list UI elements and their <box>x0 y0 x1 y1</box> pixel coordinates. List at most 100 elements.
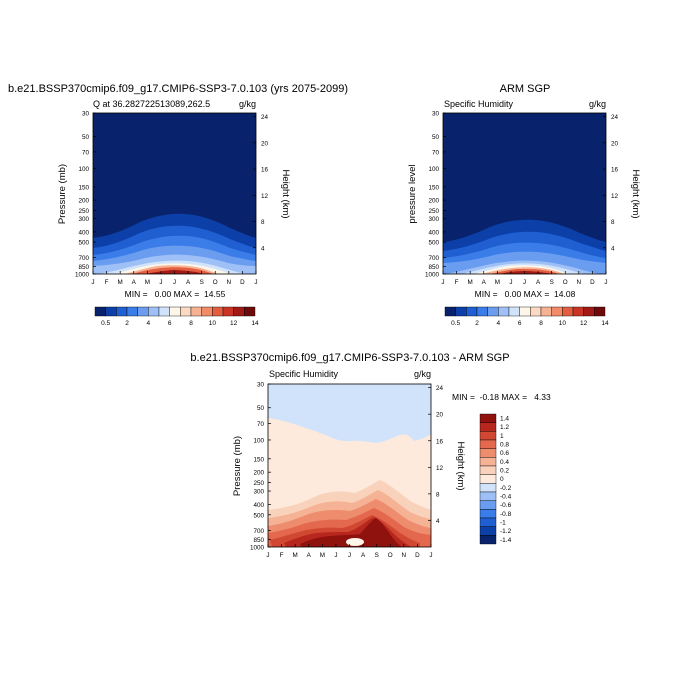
x-tick-label: J <box>604 279 607 286</box>
x-tick-label: N <box>402 552 407 559</box>
y-tick-label: 300 <box>428 216 439 223</box>
x-tick-label: J <box>173 279 176 286</box>
y-tick-label: 50 <box>257 405 265 412</box>
colorbar-label: -1 <box>500 520 506 527</box>
colorbar-label: 8 <box>189 320 193 327</box>
panel-model-moist-layers <box>93 213 256 274</box>
panel-diff-subtitle-left: Specific Humidity <box>269 369 339 379</box>
x-tick-label: O <box>563 279 568 286</box>
x-tick-label: A <box>132 279 137 286</box>
y-tick-label: 300 <box>253 489 264 496</box>
y2-tick-label: 4 <box>261 245 265 252</box>
panel-obs-ylabel-right: Height (km) <box>630 169 641 218</box>
panel-model-ylabel-right: Height (km) <box>280 169 291 218</box>
y-tick-label: 150 <box>78 184 89 191</box>
panel-diff-negative-upper <box>268 384 431 443</box>
colorbar-swatch <box>479 457 497 467</box>
y2-tick-label: 16 <box>436 438 444 445</box>
x-tick-label: S <box>550 279 554 286</box>
colorbar-label: 6 <box>168 320 172 327</box>
colorbar-swatch <box>169 306 181 317</box>
y2-tick-label: 8 <box>436 491 440 498</box>
y2-tick-label: 24 <box>611 114 619 121</box>
colorbar-swatch <box>479 526 497 536</box>
panel-diff-weak-spot <box>346 538 364 546</box>
panel-obs-subtitle-left: Specific Humidity <box>444 99 514 109</box>
x-tick-label: S <box>200 279 204 286</box>
y2-tick-label: 4 <box>611 245 615 252</box>
colorbar-label: 2 <box>125 320 129 327</box>
colorbar-swatch <box>180 306 192 317</box>
colorbar-swatch <box>222 306 234 317</box>
y-tick-label: 200 <box>253 470 264 477</box>
y-tick-label: 700 <box>78 255 89 262</box>
colorbar-label: 0.4 <box>500 459 509 466</box>
y2-tick-label: 8 <box>611 219 615 226</box>
x-tick-label: F <box>105 279 109 286</box>
colorbar-swatch <box>190 306 202 317</box>
x-tick-label: M <box>293 552 298 559</box>
x-tick-label: M <box>320 552 325 559</box>
colorbar-swatch <box>479 483 497 493</box>
y-tick-label: 200 <box>428 198 439 205</box>
y-tick-label: 1000 <box>425 272 440 279</box>
panel-obs-moist-layers <box>443 219 606 274</box>
panel-obs-level-10 <box>500 271 552 274</box>
x-tick-label: J <box>334 552 337 559</box>
y-tick-label: 1000 <box>75 272 90 279</box>
y-tick-label: 1000 <box>250 545 265 552</box>
y-tick-label: 500 <box>428 240 439 247</box>
colorbar-label: 4 <box>147 320 151 327</box>
colorbar-label: -0.2 <box>500 485 512 492</box>
x-tick-label: M <box>495 279 500 286</box>
colorbar-swatch <box>148 306 160 317</box>
colorbar-swatch <box>551 306 563 317</box>
colorbar-swatch <box>540 306 552 317</box>
panel-diff-subtitle-right: g/kg <box>414 369 431 379</box>
y-tick-label: 150 <box>428 184 439 191</box>
y2-tick-label: 20 <box>436 412 444 419</box>
y2-tick-label: 4 <box>436 518 440 525</box>
colorbar-label: 0.2 <box>500 468 509 475</box>
colorbar-swatch <box>466 306 478 317</box>
colorbar-label: -0.4 <box>500 494 512 501</box>
colorbar-label: 0.5 <box>101 320 110 327</box>
colorbar-label: -1.4 <box>500 537 512 544</box>
y2-tick-label: 24 <box>261 114 269 121</box>
colorbar-swatch <box>94 306 106 317</box>
colorbar-swatch <box>508 306 520 317</box>
y2-tick-label: 12 <box>261 193 269 200</box>
x-tick-label: A <box>307 552 312 559</box>
panel-model-title: b.e21.BSSP370cmip6.f09_g17.CMIP6-SSP3-7.… <box>8 83 348 95</box>
y-tick-label: 250 <box>428 208 439 215</box>
y2-tick-label: 8 <box>261 219 265 226</box>
colorbar-swatch <box>572 306 584 317</box>
y2-tick-label: 12 <box>436 465 444 472</box>
colorbar-swatch <box>519 306 531 317</box>
colorbar-label: 12 <box>230 320 238 327</box>
colorbar-swatch <box>116 306 128 317</box>
panel-model: b.e21.BSSP370cmip6.f09_g17.CMIP6-SSP3-7.… <box>8 83 348 327</box>
x-tick-label: A <box>536 279 541 286</box>
y-tick-label: 70 <box>82 149 90 156</box>
panel-diff-ylabel-right: Height (km) <box>455 441 466 490</box>
panel-model-ylabel: Pressure (mb) <box>57 164 68 224</box>
colorbar-swatch <box>498 306 510 317</box>
panel-model-stats: MIN = 0.00 MAX = 14.55 <box>125 289 226 299</box>
colorbar-swatch <box>476 306 488 317</box>
y-tick-label: 100 <box>428 166 439 173</box>
y-tick-label: 850 <box>428 264 439 271</box>
y-tick-label: 250 <box>253 480 264 487</box>
panel-model-y2-axis: 24 20 16 12 8 4 <box>253 114 269 252</box>
y-tick-label: 500 <box>253 512 264 519</box>
x-tick-label: J <box>441 279 444 286</box>
x-tick-label: J <box>266 552 269 559</box>
colorbar-swatch <box>126 306 138 317</box>
colorbar-swatch <box>594 306 606 317</box>
colorbar-swatch <box>201 306 213 317</box>
y-tick-label: 300 <box>78 216 89 223</box>
colorbar-swatch <box>479 509 497 519</box>
